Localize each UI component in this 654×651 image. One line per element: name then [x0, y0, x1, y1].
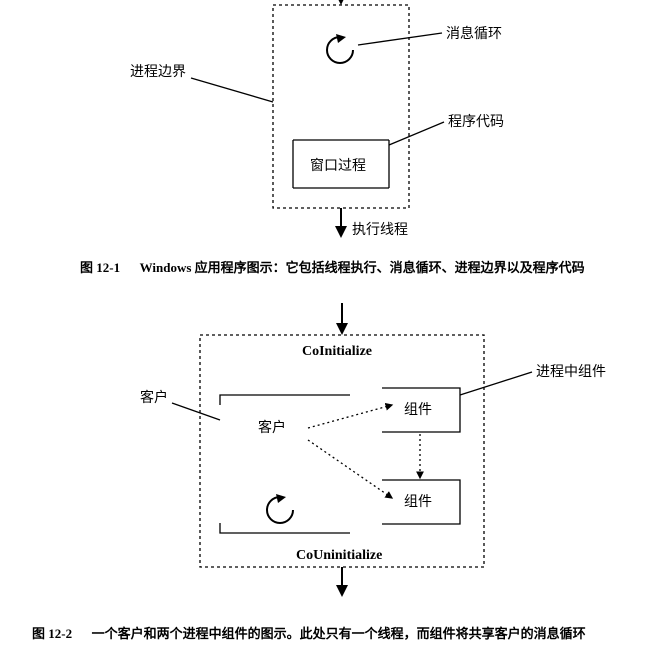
fig2-couninit-label: CoUninitialize [296, 548, 382, 563]
fig2-comp2-label: 组件 [404, 494, 432, 510]
fig1-msgloop-leader [358, 33, 442, 45]
fig2-arrow-client-comp2 [308, 440, 392, 498]
fig2-caption: 图 12-2 一个客户和两个进程中组件的图示。此处只有一个线程，而组件将共享客户… [32, 626, 586, 641]
fig1-caption: 图 12-1 Windows 应用程序图示：它包括线程执行、消息循环、进程边界以… [80, 260, 585, 275]
fig2-client-inner-label: 客户 [258, 419, 286, 436]
fig1-caption-prefix: 图 12-1 [80, 260, 120, 275]
fig1-msgloop-label: 消息循环 [446, 25, 502, 42]
fig1-procboundary-leader [191, 78, 273, 102]
fig2-comp1-label: 组件 [404, 402, 432, 418]
fig1-procboundary-label: 进程边界 [130, 64, 186, 80]
fig2-inproc-label: 进程中组件 [536, 364, 606, 380]
fig2-coinit-label: CoInitialize [302, 344, 372, 359]
fig1-progcode-label: 程序代码 [448, 114, 504, 130]
fig2-caption-prefix: 图 12-2 [32, 626, 72, 641]
fig2-client-box [220, 395, 350, 533]
fig1-progcode-leader [389, 122, 444, 145]
fig2-loop-icon [267, 494, 293, 523]
fig1-execthread-label: 执行线程 [352, 222, 408, 238]
figure-12-1: 窗口过程 消息循环 进程边界 程序代码 执行线程 图 12-1 Windows … [80, 0, 585, 275]
fig2-client-outer-label: 客户 [140, 389, 168, 406]
fig2-client-leader [172, 403, 220, 420]
fig1-winproc-label: 窗口过程 [310, 157, 366, 174]
fig2-caption-body: 一个客户和两个进程中组件的图示。此处只有一个线程，而组件将共享客户的消息循环 [92, 626, 586, 641]
fig2-process-box [200, 335, 484, 567]
fig1-caption-body: Windows 应用程序图示：它包括线程执行、消息循环、进程边界以及程序代码 [140, 260, 585, 275]
loop-icon [327, 34, 353, 63]
figure-12-2: CoInitialize CoUninitialize 客户 组件 组件 [32, 303, 606, 641]
fig2-arrow-client-comp1 [308, 405, 392, 428]
fig2-inproc-leader [460, 372, 532, 395]
